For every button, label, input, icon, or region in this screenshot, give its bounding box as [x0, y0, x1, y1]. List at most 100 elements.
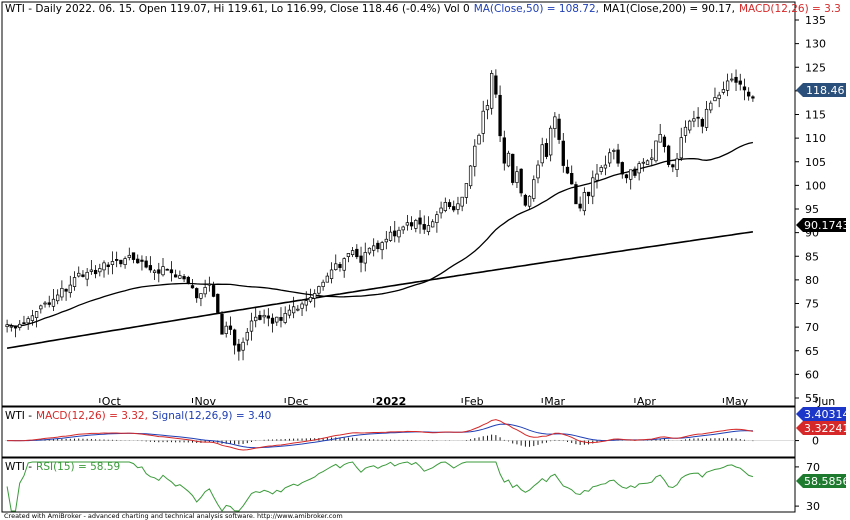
- rsi-panel: [1, 457, 796, 513]
- macd-tick-label: 0: [812, 435, 819, 448]
- candle-body: [60, 288, 64, 298]
- candle-body: [645, 160, 650, 165]
- candle-body: [355, 248, 359, 258]
- candle-body: [26, 318, 30, 324]
- candle-body: [498, 94, 502, 137]
- candle-body: [161, 266, 165, 276]
- candle-body: [18, 323, 22, 328]
- candle-body: [393, 230, 397, 237]
- candle-body: [5, 324, 9, 328]
- candle-body: [334, 263, 338, 271]
- rsi-tick-label: 70: [806, 461, 820, 474]
- candle-body: [414, 219, 418, 229]
- signal-value: 3.40314: [804, 408, 850, 421]
- candle-body: [721, 89, 726, 93]
- candle-body: [127, 254, 131, 258]
- price-tick-label: 65: [805, 345, 819, 358]
- ma50-line: [6, 141, 754, 327]
- price-header: WTI - Daily 2022. 06. 15. Open 119.07, H…: [5, 3, 841, 15]
- macd-value: 3.32241: [804, 422, 850, 435]
- price-tick-label: 60: [805, 368, 819, 381]
- candle-body: [39, 305, 43, 310]
- candle-body: [258, 314, 262, 320]
- candle-body: [224, 325, 228, 334]
- candle-body: [675, 158, 679, 170]
- candle-body: [586, 191, 591, 197]
- candle-body: [734, 76, 738, 83]
- candle-body: [207, 283, 212, 286]
- header-ma200: MA1(Close,200) = 90.17,: [603, 3, 735, 15]
- candle-body: [612, 150, 616, 152]
- x-tick-label: Jun: [817, 395, 835, 408]
- candle-body: [603, 164, 608, 169]
- candle-body: [620, 162, 624, 175]
- candle-body: [56, 294, 60, 302]
- candle-body: [544, 143, 549, 157]
- candle-body: [548, 127, 553, 156]
- candle-body: [216, 293, 220, 313]
- price-tick-label: 135: [805, 14, 826, 27]
- candlestick-series: [5, 69, 755, 361]
- price-tick-label: 130: [805, 38, 826, 51]
- macd-header: WTI - MACD(12,26) = 3.32, Signal(12,26,9) …: [5, 410, 271, 422]
- candle-body: [85, 271, 89, 280]
- candle-body: [123, 258, 127, 265]
- candle-body: [359, 255, 363, 263]
- candle-body: [650, 157, 654, 160]
- candle-body: [241, 341, 245, 351]
- last-price-value: 118.46: [806, 84, 845, 97]
- rsi-header-prefix: WTI -: [5, 461, 32, 473]
- candle-body: [43, 302, 47, 305]
- macd-header-macd: MACD(12,26) = 3.32,: [36, 410, 148, 422]
- candle-body: [304, 300, 308, 306]
- candle-body: [102, 262, 106, 271]
- candle-body: [68, 284, 72, 294]
- candle-body: [397, 229, 401, 238]
- candle-body: [300, 303, 304, 309]
- candle-body: [704, 108, 709, 128]
- candle-body: [511, 153, 515, 183]
- header-ma50: MA(Close,50) = 108.72,: [474, 3, 599, 15]
- candle-body: [169, 269, 174, 274]
- rsi-header: WTI - RSI(15) = 58.59: [5, 461, 120, 473]
- candle-body: [502, 137, 506, 164]
- ma200-path: [6, 231, 754, 349]
- macd-badge: 3.32241: [796, 421, 850, 435]
- candle-body: [443, 202, 447, 211]
- candle-body: [494, 75, 498, 95]
- rsi-tick-label: 30: [806, 500, 820, 513]
- candle-body: [666, 145, 671, 165]
- candle-body: [346, 253, 351, 257]
- candle-body: [435, 214, 439, 223]
- candle-body: [658, 133, 662, 143]
- candle-body: [275, 316, 279, 323]
- rsi-layer: 30 70: [6, 461, 820, 513]
- candle-body: [93, 269, 98, 275]
- candle-body: [713, 97, 717, 102]
- candle-body: [228, 325, 233, 330]
- candle-body: [468, 165, 473, 187]
- candle-body: [519, 168, 523, 194]
- candle-body: [232, 329, 237, 346]
- header-info: WTI - Daily 2022. 06. 15. Open 119.07, H…: [5, 3, 470, 15]
- candle-body: [692, 118, 696, 122]
- x-tick-label: Oct: [102, 395, 122, 408]
- candle-body: [595, 173, 599, 181]
- candle-body: [81, 274, 85, 277]
- macd-header-prefix: WTI -: [5, 410, 32, 422]
- candle-body: [738, 80, 742, 85]
- candle-body: [350, 250, 355, 256]
- candle-body: [641, 161, 645, 164]
- candle-body: [30, 315, 35, 321]
- candle-body: [473, 145, 477, 167]
- candle-body: [203, 287, 207, 295]
- candle-body: [106, 264, 110, 267]
- macd-panel: [1, 406, 796, 458]
- candle-body: [182, 276, 186, 280]
- price-tick-label: 85: [805, 250, 819, 263]
- candle-body: [9, 325, 13, 328]
- candle-body: [561, 140, 565, 166]
- price-tick-label: 80: [805, 274, 819, 287]
- price-tick-label: 75: [805, 298, 819, 311]
- candle-body: [178, 275, 182, 279]
